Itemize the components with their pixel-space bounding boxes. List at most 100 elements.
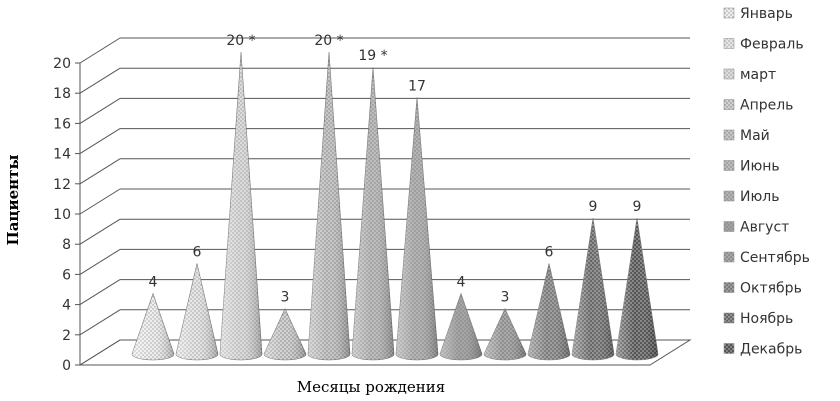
- y-axis-label: Пациенты: [4, 155, 22, 246]
- gridline-diag: [79, 67, 121, 94]
- y-tick-label: 12: [53, 177, 71, 193]
- legend-item: Октябрь: [723, 281, 802, 297]
- legend-label: Сентябрь: [740, 250, 810, 266]
- legend-swatch: [723, 160, 735, 171]
- legend-label: Январь: [740, 6, 793, 22]
- gridline-diag: [79, 339, 121, 366]
- legend-swatch: [723, 68, 735, 80]
- cone-6: [351, 67, 395, 361]
- cone-4: [263, 307, 307, 361]
- legend-item: Май: [723, 128, 770, 144]
- cone-shading: [572, 218, 614, 360]
- legend-swatch: [723, 221, 735, 232]
- y-tick-label: 8: [62, 237, 71, 253]
- legend-item: Ноябрь: [723, 311, 793, 327]
- gridline-diag: [79, 248, 121, 275]
- legend-swatch: [723, 190, 735, 202]
- cone-shading: [132, 293, 174, 360]
- cone-shading: [528, 263, 570, 360]
- legend-item: Январь: [723, 6, 793, 22]
- cone-2: [175, 263, 219, 361]
- legend-item: Февраль: [723, 37, 804, 53]
- cone-11: [571, 218, 615, 361]
- gridline-diag: [79, 218, 121, 245]
- gridline-diag: [79, 128, 121, 155]
- legend-label: Июль: [740, 189, 779, 205]
- y-tick-label: 16: [53, 116, 71, 132]
- legend-swatch: [723, 99, 735, 110]
- legend-swatch: [723, 251, 735, 263]
- value-label: 4: [457, 275, 466, 291]
- y-tick-label: 0: [62, 358, 71, 374]
- gridline-diag: [79, 97, 121, 124]
- cone-shading: [176, 263, 218, 360]
- value-label: 3: [281, 290, 290, 306]
- legend-swatch: [723, 343, 735, 354]
- cone-7: [395, 97, 439, 361]
- cone-8: [439, 292, 483, 361]
- cone-12: [615, 218, 659, 361]
- y-tick-label: 14: [53, 147, 71, 163]
- cone-shading: [220, 52, 262, 360]
- value-label: 9: [633, 199, 642, 215]
- legend-label: Ноябрь: [740, 311, 793, 327]
- legend-label: Июнь: [740, 159, 780, 175]
- legend-label: Август: [740, 220, 789, 236]
- value-label: 6: [193, 244, 202, 260]
- value-label: 4: [149, 275, 158, 291]
- cone-shading: [396, 97, 438, 361]
- gridline-diag: [79, 37, 121, 64]
- value-label: 19 *: [358, 48, 387, 64]
- y-tick-label: 18: [53, 86, 71, 102]
- y-axis-ticks: 0 2 4 6 8 10 12 14 16 18 20: [53, 56, 80, 374]
- legend-swatch: [723, 312, 735, 324]
- legend-item: Апрель: [723, 98, 793, 114]
- legend-item: Август: [723, 220, 789, 236]
- gridline-diag: [79, 188, 121, 215]
- legend-label: Апрель: [740, 98, 793, 114]
- value-label: 20 *: [226, 33, 255, 49]
- y-tick-label: 20: [53, 56, 71, 72]
- cone-shading: [440, 293, 482, 360]
- gridline-diag: [79, 309, 121, 336]
- legend-item: Июнь: [723, 159, 780, 175]
- cone-3: [219, 51, 263, 361]
- value-label: 9: [589, 199, 598, 215]
- cones: [131, 51, 659, 361]
- value-label: 20 *: [314, 33, 343, 49]
- cone-shading: [352, 67, 394, 360]
- legend-swatch: [723, 282, 735, 293]
- legend-item: Июль: [723, 189, 779, 205]
- y-tick-label: 10: [53, 207, 71, 223]
- cone-1: [131, 292, 175, 361]
- cone-5: [307, 51, 351, 361]
- legend-swatch: [723, 38, 735, 49]
- value-label: 17: [408, 78, 426, 94]
- y-tick-label: 6: [62, 267, 71, 283]
- value-label: 6: [545, 244, 554, 260]
- cone-9: [483, 307, 527, 361]
- x-axis-label: Месяцы рождения: [297, 378, 445, 396]
- legend-swatch: [723, 129, 735, 141]
- value-label: 3: [501, 290, 510, 306]
- cone-shading: [484, 308, 526, 360]
- y-tick-label: 2: [62, 328, 71, 344]
- legend-label: март: [740, 67, 776, 83]
- gridline-diag: [79, 158, 121, 185]
- legend-swatch: [723, 7, 735, 19]
- cone-10: [527, 263, 571, 361]
- legend: Январь Февраль март Апрель Май Июнь Июль Август…: [723, 6, 810, 358]
- legend-item: март: [723, 67, 776, 83]
- legend-label: Февраль: [740, 37, 804, 53]
- legend-label: Октябрь: [740, 281, 802, 297]
- value-labels: 4 6 20 * 3 20 * 19 * 17 4 3 6 9 9: [149, 33, 642, 306]
- legend-label: Май: [740, 128, 770, 144]
- legend-item: Сентябрь: [723, 250, 810, 266]
- y-tick-label: 4: [62, 298, 71, 314]
- cone-shading: [616, 218, 658, 360]
- legend-item: Декабрь: [723, 342, 802, 358]
- legend-label: Декабрь: [740, 342, 802, 358]
- cone-shading: [308, 52, 350, 360]
